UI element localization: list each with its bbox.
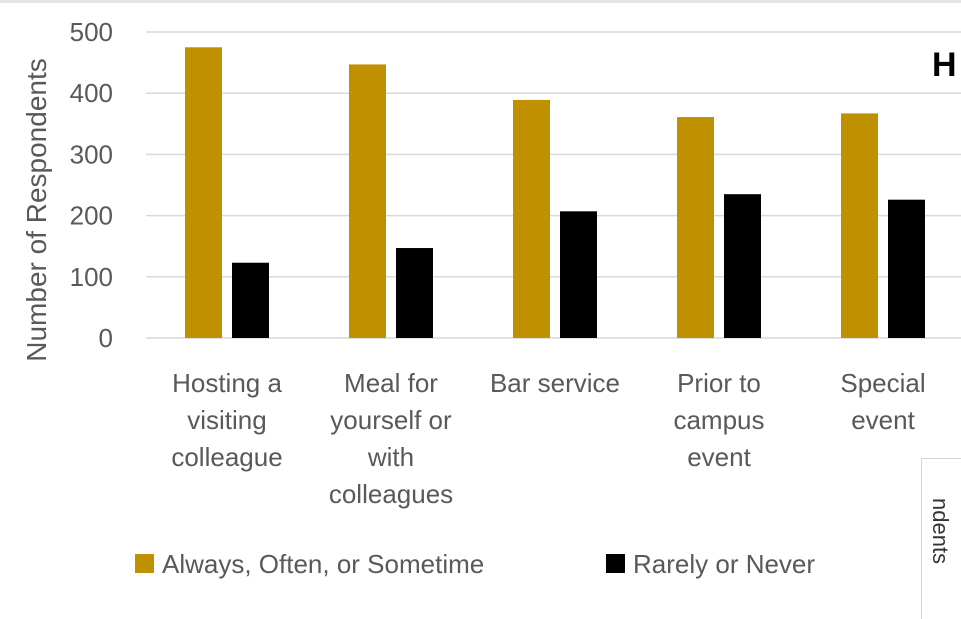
partial-title-text: H xyxy=(932,46,957,84)
gridlines xyxy=(146,31,961,339)
y-tick-label: 400 xyxy=(70,78,113,108)
y-tick-label: 200 xyxy=(70,201,113,231)
x-tick-label: Hosting a visiting colleague xyxy=(171,368,282,472)
x-tick-label: Prior to campus event xyxy=(673,368,764,472)
bar-chart: 0 100 200 300 400 500 Hosting a visiting collea… xyxy=(21,17,961,579)
x-tick-label-line: colleagues xyxy=(329,479,453,509)
x-tick-label: Special event xyxy=(840,368,925,435)
x-tick-label-line: Hosting a xyxy=(172,368,282,398)
bar-always-often-sometime xyxy=(677,117,714,339)
legend-swatch xyxy=(606,554,625,573)
x-tick-label-line: Bar service xyxy=(490,368,620,398)
x-tick-label-line: colleague xyxy=(171,442,282,472)
bar-always-often-sometime xyxy=(185,47,222,339)
x-tick-label-line: visiting xyxy=(187,405,266,435)
bar-rarely-never xyxy=(396,248,433,338)
x-tick-labels: Hosting a visiting colleague Meal for yourse… xyxy=(171,368,925,509)
bars xyxy=(185,47,925,339)
top-border xyxy=(0,0,961,3)
bar-rarely-never xyxy=(232,262,269,338)
y-tick-label: 100 xyxy=(70,262,113,292)
y-tick-label: 500 xyxy=(70,17,113,47)
legend-swatch xyxy=(135,554,154,573)
x-tick-label-line: event xyxy=(851,405,915,435)
bar-rarely-never xyxy=(888,199,925,338)
x-tick-label: Bar service xyxy=(490,368,620,398)
y-tick-labels: 0 100 200 300 400 500 xyxy=(70,17,113,353)
bar-always-often-sometime xyxy=(841,113,878,339)
x-tick-label: Meal for yourself or with colleagues xyxy=(329,368,453,509)
legend-label: Rarely or Never xyxy=(633,549,815,579)
bar-rarely-never xyxy=(560,211,597,338)
x-tick-label-line: yourself or xyxy=(330,405,452,435)
x-tick-label-line: with xyxy=(367,442,414,472)
y-tick-label: 300 xyxy=(70,139,113,169)
y-axis-label: Number of Respondents xyxy=(21,58,52,362)
x-tick-label-line: Prior to xyxy=(677,368,761,398)
adjacent-chart-panel xyxy=(921,458,961,619)
x-tick-label-line: campus xyxy=(673,405,764,435)
legend: Always, Often, or Sometime Rarely or Neve… xyxy=(135,549,815,579)
x-tick-label-line: Special xyxy=(840,368,925,398)
y-tick-label: 0 xyxy=(99,323,113,353)
legend-label: Always, Often, or Sometime xyxy=(162,549,484,579)
bar-rarely-never xyxy=(724,194,761,338)
bar-always-often-sometime xyxy=(513,99,550,338)
x-tick-label-line: event xyxy=(687,442,751,472)
bar-always-often-sometime xyxy=(349,64,386,338)
x-tick-label-line: Meal for xyxy=(344,368,438,398)
adjacent-chart-axis-label: ndents xyxy=(928,498,953,565)
